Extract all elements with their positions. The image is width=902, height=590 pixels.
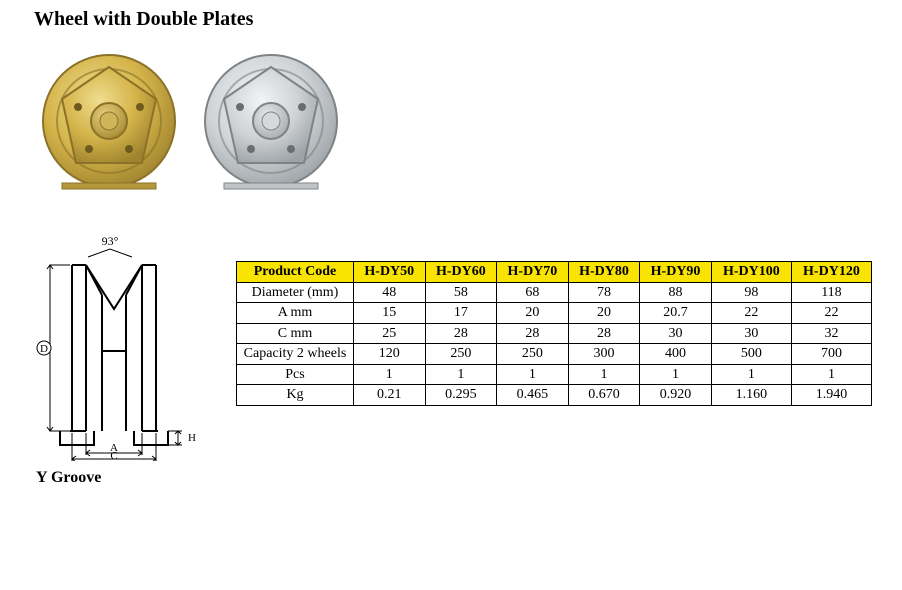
table-cell: 28	[425, 323, 497, 344]
table-cell: 1	[791, 364, 871, 385]
table-cell: 1	[568, 364, 640, 385]
table-cell: 25	[354, 323, 426, 344]
table-row: A mm1517202020.72222	[237, 303, 872, 324]
table-row: Kg0.210.2950.4650.6700.9201.1601.940	[237, 385, 872, 406]
table-cell: 500	[711, 344, 791, 365]
cross-section-diagram: 93°	[30, 231, 200, 461]
table-cell: 30	[711, 323, 791, 344]
table-cell: 22	[711, 303, 791, 324]
col-header: H-DY50	[354, 262, 426, 283]
dim-h-label: H	[188, 432, 196, 444]
row-label: A mm	[237, 303, 354, 324]
product-photos	[34, 41, 872, 191]
col-header: H-DY100	[711, 262, 791, 283]
table-cell: 22	[791, 303, 871, 324]
diagram-caption: Y Groove	[36, 469, 210, 487]
table-cell: 1.940	[791, 385, 871, 406]
table-cell: 0.21	[354, 385, 426, 406]
row-label: Diameter (mm)	[237, 282, 354, 303]
col-header: H-DY120	[791, 262, 871, 283]
table-cell: 400	[640, 344, 712, 365]
table-cell: 1	[497, 364, 569, 385]
dim-c-label: C	[110, 450, 117, 461]
table-cell: 700	[791, 344, 871, 365]
table-cell: 300	[568, 344, 640, 365]
table-cell: 28	[497, 323, 569, 344]
table-cell: 20	[497, 303, 569, 324]
table-cell: 120	[354, 344, 426, 365]
page-title: Wheel with Double Plates	[34, 8, 872, 31]
dim-d-label: D	[40, 343, 48, 355]
table-cell: 98	[711, 282, 791, 303]
table-cell: 48	[354, 282, 426, 303]
table-cell: 58	[425, 282, 497, 303]
table-cell: 250	[425, 344, 497, 365]
table-cell: 0.465	[497, 385, 569, 406]
table-cell: 88	[640, 282, 712, 303]
col-header: H-DY90	[640, 262, 712, 283]
table-cell: 1.160	[711, 385, 791, 406]
table-cell: 1	[354, 364, 426, 385]
table-cell: 30	[640, 323, 712, 344]
table-row: Capacity 2 wheels120250250300400500700	[237, 344, 872, 365]
col-header: H-DY70	[497, 262, 569, 283]
angle-label: 93°	[102, 234, 119, 248]
table-cell: 1	[711, 364, 791, 385]
spec-table: Product CodeH-DY50H-DY60H-DY70H-DY80H-DY…	[236, 261, 872, 406]
table-cell: 1	[425, 364, 497, 385]
table-cell: 0.670	[568, 385, 640, 406]
table-row: Diameter (mm)485868788898118	[237, 282, 872, 303]
table-cell: 28	[568, 323, 640, 344]
table-cell: 0.295	[425, 385, 497, 406]
wheel-photo-brass	[34, 41, 184, 191]
wheel-photo-silver	[196, 41, 346, 191]
table-row: Pcs1111111	[237, 364, 872, 385]
table-cell: 20.7	[640, 303, 712, 324]
row-label: Kg	[237, 385, 354, 406]
table-cell: 15	[354, 303, 426, 324]
row-label: Capacity 2 wheels	[237, 344, 354, 365]
table-cell: 78	[568, 282, 640, 303]
table-cell: 250	[497, 344, 569, 365]
table-row: C mm25282828303032	[237, 323, 872, 344]
table-cell: 17	[425, 303, 497, 324]
table-cell: 1	[640, 364, 712, 385]
col-header: H-DY60	[425, 262, 497, 283]
col-header-label: Product Code	[237, 262, 354, 283]
table-cell: 0.920	[640, 385, 712, 406]
table-cell: 20	[568, 303, 640, 324]
row-label: C mm	[237, 323, 354, 344]
table-cell: 32	[791, 323, 871, 344]
row-label: Pcs	[237, 364, 354, 385]
table-cell: 118	[791, 282, 871, 303]
table-header-row: Product CodeH-DY50H-DY60H-DY70H-DY80H-DY…	[237, 262, 872, 283]
table-cell: 68	[497, 282, 569, 303]
col-header: H-DY80	[568, 262, 640, 283]
